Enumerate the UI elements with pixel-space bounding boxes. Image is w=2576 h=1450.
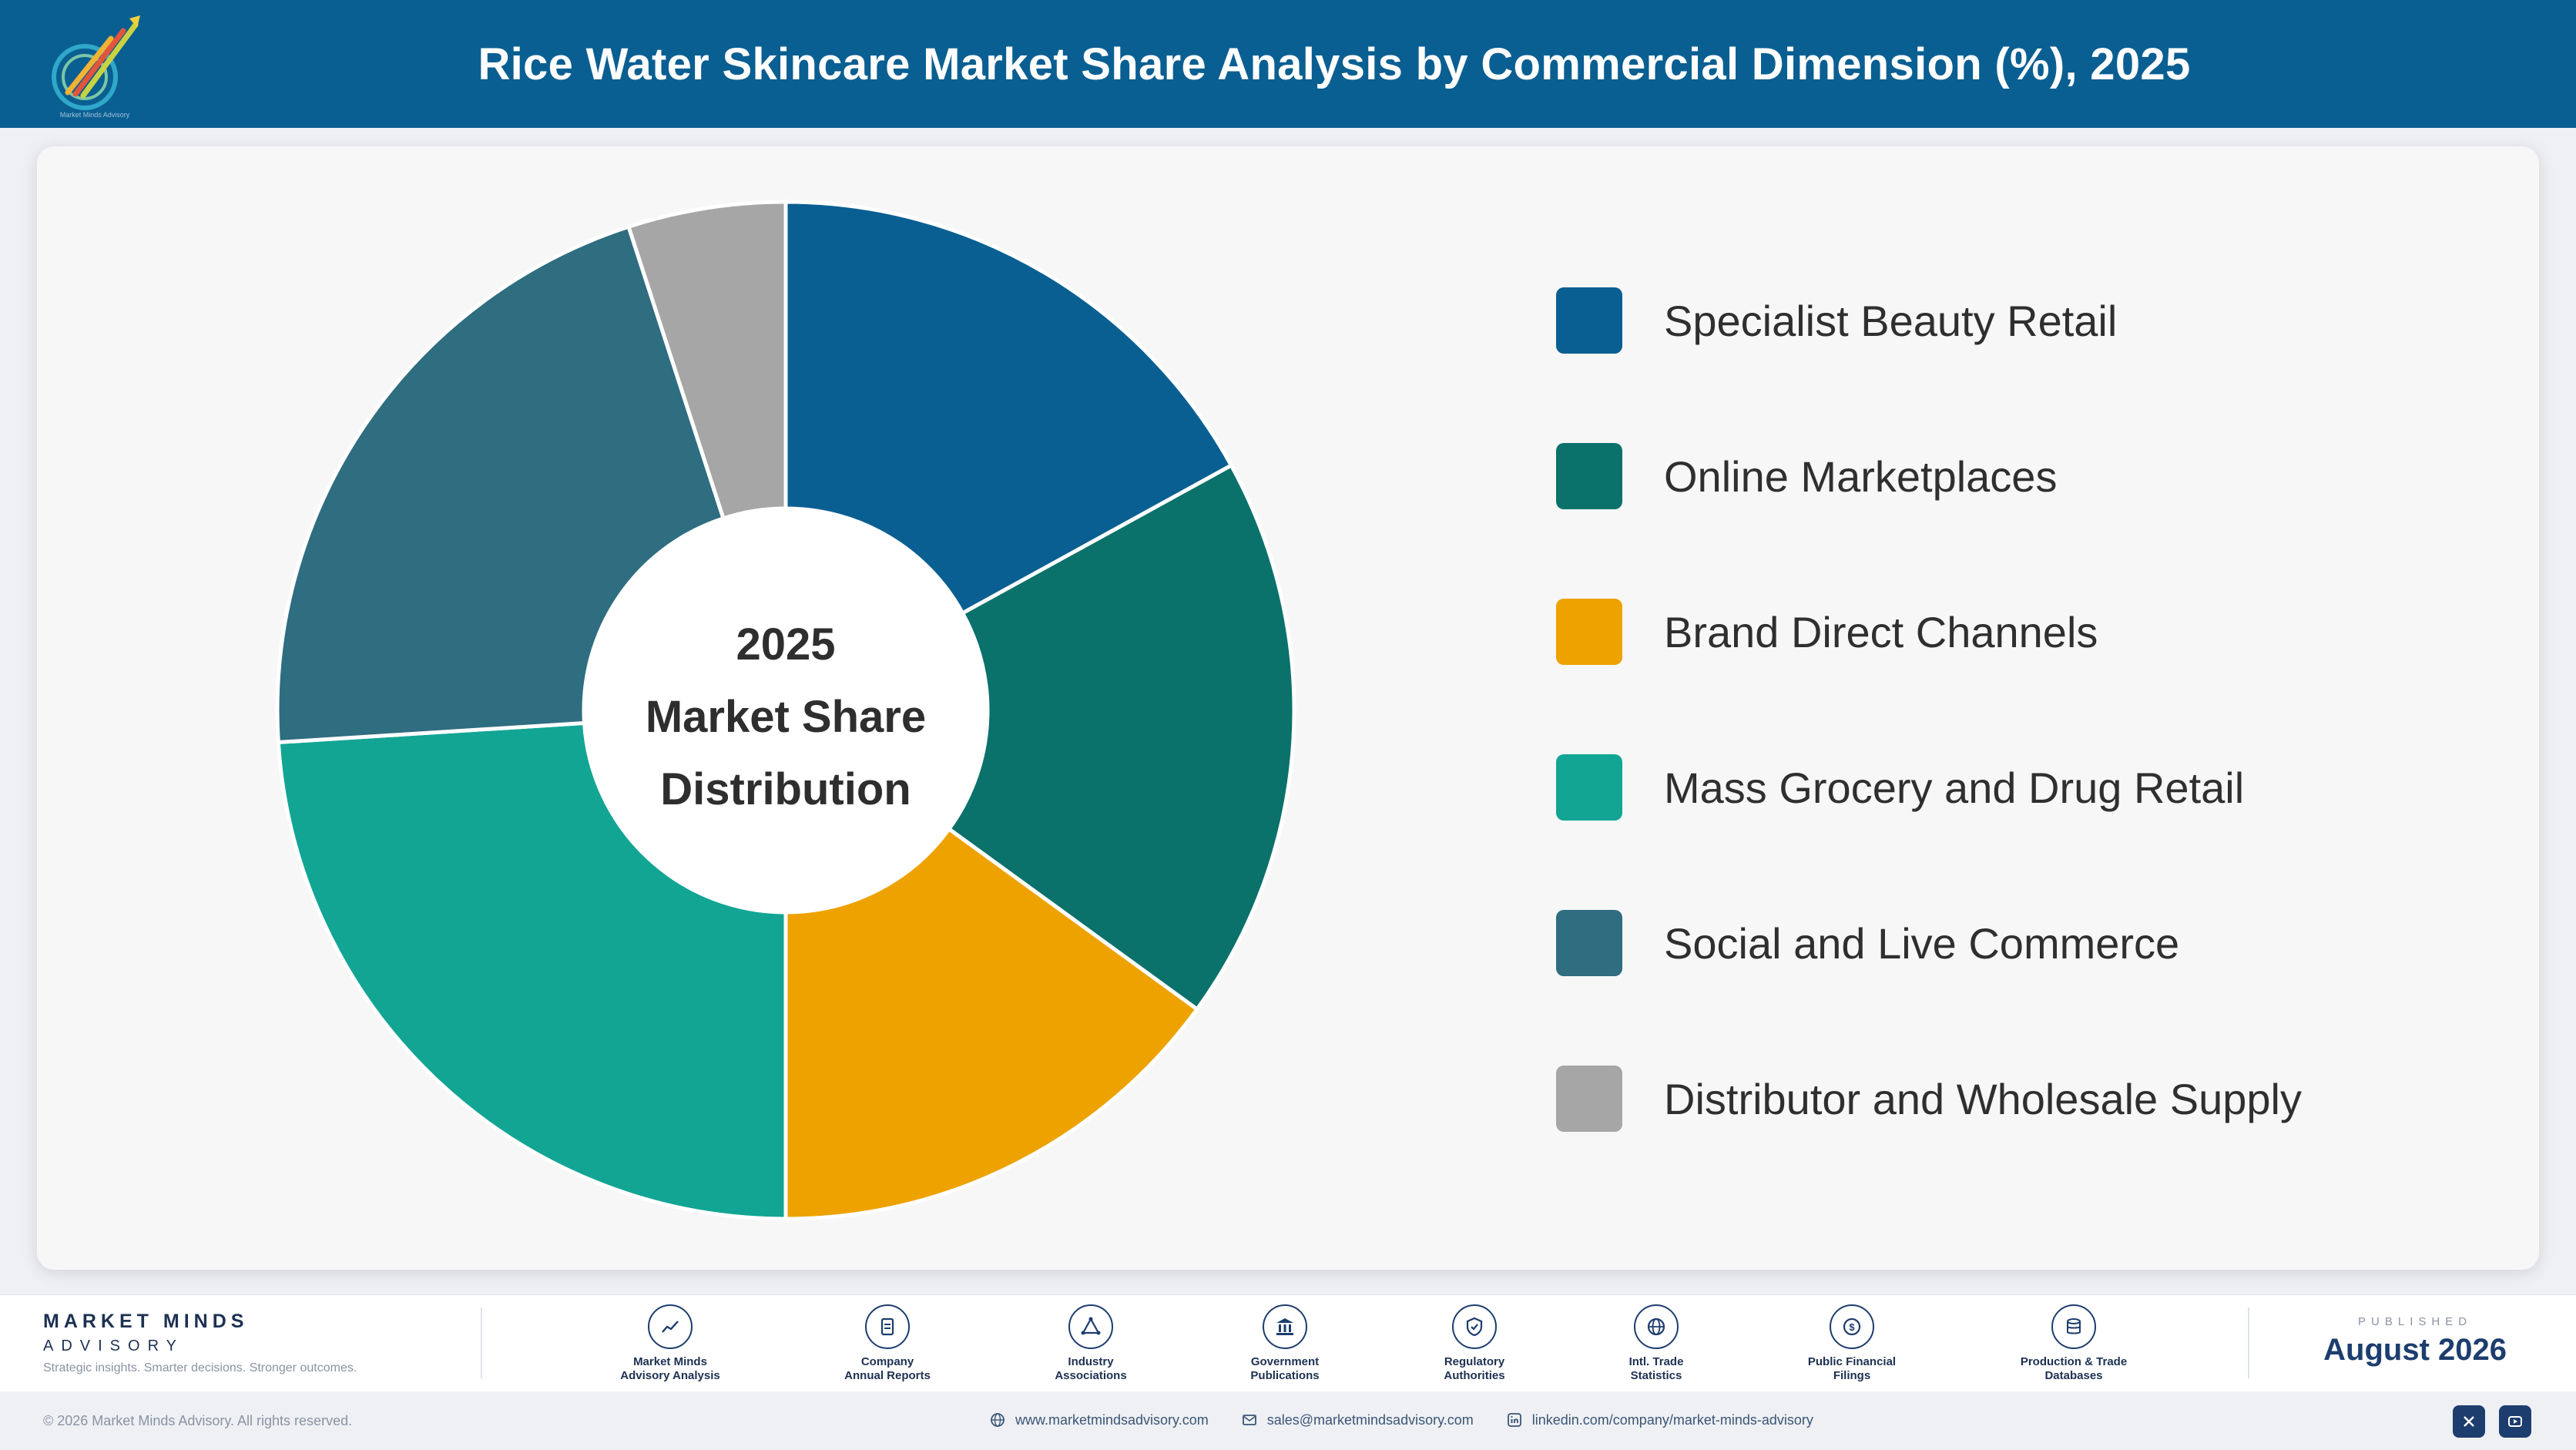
globe-icon [1634, 1304, 1679, 1349]
legend-item: Online Marketplaces [1556, 442, 2480, 510]
globe-icon [991, 1413, 1005, 1427]
center-label-line2: Market Share [645, 692, 927, 742]
source-label: Company [860, 1355, 914, 1368]
legend-item: Distributor and Wholesale Supply [1556, 1065, 2480, 1133]
legend-swatch [1556, 910, 1622, 976]
svg-text:Market Minds Advisory: Market Minds Advisory [60, 111, 130, 119]
linkedin-text: linkedin.com/company/market-minds-adviso… [1531, 1411, 1813, 1428]
source-regulatory[interactable]: Regulatory Authorities [1390, 1304, 1559, 1383]
x-logo-icon [2464, 1416, 2474, 1427]
youtube-social-button[interactable] [2499, 1405, 2531, 1438]
source-label: Government [1250, 1355, 1320, 1368]
footer-bar: MARKET MINDS ADVISORY Strategic insights… [0, 1294, 2576, 1392]
source-label: Publications [1250, 1369, 1320, 1382]
source-label: Market Minds [633, 1355, 707, 1368]
bottom-bar: © 2026 Market Minds Advisory. All rights… [0, 1391, 2576, 1450]
svg-text:$: $ [1849, 1321, 1855, 1333]
footer-divider [2248, 1307, 2249, 1378]
shield-check-icon [1452, 1304, 1497, 1349]
source-label: Annual Reports [844, 1369, 931, 1382]
published-date: August 2026 [2323, 1333, 2507, 1367]
donut-slice-6 [626, 200, 788, 521]
website-link[interactable]: www.marketmindsadvisory.com [989, 1411, 1209, 1428]
legend-item: Brand Direct Channels [1556, 598, 2480, 666]
company-logo-icon: Market Minds Advisory [52, 15, 140, 119]
legend-label: Online Marketplaces [1664, 451, 2058, 501]
donut-slice-4 [276, 720, 788, 1221]
source-label: Industry [1068, 1355, 1114, 1368]
source-trade-statistics[interactable]: Intl. Trade Statistics [1571, 1304, 1741, 1383]
government-building-icon [1263, 1304, 1307, 1349]
linkedin-link[interactable]: linkedin.com/company/market-minds-adviso… [1506, 1411, 1813, 1428]
email-link[interactable]: sales@marketmindsadvisory.com [1241, 1411, 1474, 1428]
source-market-minds[interactable]: Market Minds Advisory Analysis [585, 1304, 755, 1383]
legend-swatch [1556, 287, 1622, 354]
donut-slice-5 [275, 224, 726, 745]
donut-slice-2 [946, 462, 1296, 1012]
source-label: Filings [1833, 1369, 1871, 1382]
header-bar: Market Minds Advisory Rice Water Skincar… [0, 0, 2576, 128]
legend-swatch [1556, 599, 1622, 665]
source-government[interactable]: Government Publications [1200, 1304, 1370, 1383]
footer-brand: MARKET MINDS ADVISORY Strategic insights… [43, 1311, 357, 1375]
center-label-year: 2025 [736, 619, 836, 670]
source-label: Databases [2044, 1369, 2103, 1382]
legend-label: Distributor and Wholesale Supply [1664, 1074, 2302, 1123]
contact-links: www.marketmindsadvisory.com sales@market… [989, 1411, 1846, 1428]
source-label: Associations [1055, 1369, 1127, 1382]
network-icon [1068, 1304, 1113, 1349]
legend-item: Mass Grocery and Drug Retail [1556, 754, 2480, 821]
legend-item: Social and Live Commerce [1556, 909, 2480, 977]
footer-divider [481, 1307, 482, 1378]
legend-label: Specialist Beauty Retail [1664, 296, 2118, 345]
brand-subtitle: ADVISORY [43, 1338, 184, 1354]
email-text: sales@marketmindsadvisory.com [1266, 1411, 1474, 1428]
published-label: PUBLISHED [2358, 1315, 2473, 1328]
source-label: Production & Trade [2020, 1355, 2128, 1368]
chart-title: Rice Water Skincare Market Share Analysi… [478, 39, 2191, 89]
database-icon [2051, 1304, 2096, 1349]
donut-center-label: 2025 Market Share Distribution [585, 609, 986, 826]
x-social-button[interactable] [2453, 1405, 2485, 1438]
center-label-line3: Distribution [660, 764, 911, 814]
published-block: PUBLISHED August 2026 [2323, 1315, 2507, 1368]
source-label: Advisory Analysis [620, 1369, 720, 1382]
source-trade-databases[interactable]: Production & Trade Databases [1989, 1304, 2158, 1383]
linkedin-icon [1507, 1413, 1521, 1427]
youtube-icon [2508, 1416, 2522, 1427]
brand-tagline: Strategic insights. Smarter decisions. S… [43, 1361, 357, 1374]
copyright-text: © 2026 Market Minds Advisory. All rights… [43, 1413, 353, 1428]
donut-slice-1 [783, 200, 1234, 616]
legend-label: Social and Live Commerce [1664, 918, 2180, 968]
source-industry-associations[interactable]: Industry Associations [1006, 1304, 1176, 1383]
source-company-reports[interactable]: Company Annual Reports [803, 1304, 972, 1383]
chart-line-icon [648, 1304, 693, 1349]
legend-item: Specialist Beauty Retail [1556, 287, 2480, 354]
legend-swatch [1556, 443, 1622, 509]
source-label: Statistics [1630, 1369, 1682, 1382]
legend-label: Brand Direct Channels [1664, 607, 2098, 656]
legend-swatch [1556, 1066, 1622, 1132]
document-icon [865, 1304, 910, 1349]
legend-swatch [1556, 754, 1622, 821]
brand-name: MARKET MINDS [43, 1311, 249, 1332]
dollar-coin-icon: $ [1830, 1304, 1874, 1349]
source-label: Intl. Trade [1628, 1355, 1684, 1368]
source-label: Authorities [1444, 1369, 1505, 1382]
mail-icon [1242, 1415, 1256, 1425]
source-label: Public Financial [1807, 1355, 1897, 1368]
website-text: www.marketmindsadvisory.com [1015, 1411, 1209, 1428]
donut-slice-3 [783, 826, 1200, 1221]
donut-hole [585, 510, 986, 911]
legend-label: Mass Grocery and Drug Retail [1664, 763, 2245, 812]
source-label: Regulatory [1444, 1355, 1505, 1368]
source-financial-filings[interactable]: $ Public Financial Filings [1767, 1304, 1937, 1383]
